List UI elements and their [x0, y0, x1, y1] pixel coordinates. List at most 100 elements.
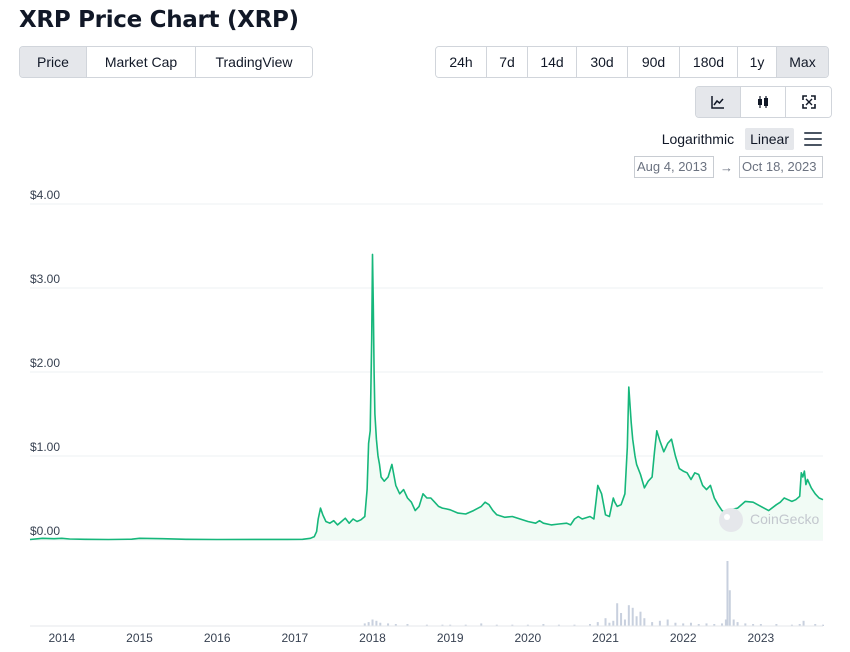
volume-bar [728, 590, 731, 626]
volume-bar [371, 619, 374, 626]
volume-bar [822, 624, 824, 626]
volume-bar [798, 624, 801, 626]
volume-bar [639, 611, 642, 626]
range-max[interactable]: Max [777, 47, 828, 77]
volume-bar [732, 619, 735, 626]
volume-bar [802, 620, 805, 626]
volume-bar [790, 624, 793, 626]
volume-bar [616, 603, 619, 626]
volume-bar [441, 624, 444, 626]
volume-bar [631, 607, 634, 626]
volume-bar [526, 624, 529, 626]
volume-bar [379, 622, 382, 626]
time-range-selector: 24h 7d 14d 30d 90d 180d 1y Max [435, 46, 829, 78]
price-area [30, 254, 823, 540]
volume-bar [363, 623, 366, 626]
line-chart-button[interactable] [696, 87, 741, 117]
volume-bar [658, 620, 661, 626]
y-tick-label: $2.00 [30, 356, 60, 370]
x-tick-label: 2016 [204, 631, 231, 645]
volume-bar [736, 622, 739, 626]
volume-bar [542, 624, 545, 626]
x-tick-label: 2018 [359, 631, 386, 645]
price-line [29, 253, 824, 541]
x-tick-label: 2020 [515, 631, 542, 645]
arrow-right-icon: → [720, 159, 733, 175]
fullscreen-icon [801, 95, 816, 109]
volume-bar [449, 624, 452, 626]
volume-bar [495, 624, 498, 626]
x-tick-label: 2014 [48, 631, 75, 645]
chart-tabs: Price Market Cap TradingView [19, 46, 313, 78]
y-tick-label: $3.00 [30, 272, 60, 286]
volume-bar [557, 624, 560, 626]
range-24h[interactable]: 24h [436, 47, 487, 77]
volume-bar [635, 616, 638, 626]
x-tick-label: 2023 [748, 631, 775, 645]
watermark-text: CoinGecko [750, 511, 819, 527]
volume-bar [464, 624, 467, 626]
volume-bar [651, 622, 654, 626]
fullscreen-button[interactable] [786, 87, 831, 117]
range-1y[interactable]: 1y [738, 47, 777, 77]
candlestick-icon [758, 96, 768, 108]
volume-bar [367, 622, 370, 626]
volume-bar [596, 622, 599, 626]
volume-bar [759, 624, 762, 626]
volume-bar [682, 623, 685, 626]
volume-bar [689, 622, 692, 626]
volume-bar [573, 624, 576, 626]
volume-bar [674, 622, 677, 626]
tab-tradingview[interactable]: TradingView [196, 47, 312, 77]
tab-price[interactable]: Price [20, 47, 87, 77]
volume-bar [604, 618, 607, 626]
x-axis-labels: 2014 2015 2016 2017 2018 2019 2020 2021 2022 2023 [48, 631, 774, 645]
volume-bar [406, 624, 409, 626]
volume-bar [666, 619, 669, 626]
volume-bar [721, 623, 724, 626]
volume-bars [30, 561, 824, 627]
volume-bar [612, 620, 615, 626]
x-tick-label: 2015 [126, 631, 153, 645]
y-tick-label: $1.00 [30, 440, 60, 454]
x-tick-label: 2021 [592, 631, 619, 645]
x-tick-label: 2019 [437, 631, 464, 645]
volume-bar [744, 623, 747, 626]
price-chart: $0.00 $1.00 $2.00 $3.00 $4.00 CoinGecko 2014… [29, 190, 824, 645]
tab-market-cap[interactable]: Market Cap [87, 47, 196, 77]
logarithmic-option[interactable]: Logarithmic [661, 131, 735, 147]
range-180d[interactable]: 180d [680, 47, 738, 77]
volume-bar [752, 624, 755, 626]
volume-bar [620, 613, 623, 626]
range-7d[interactable]: 7d [487, 47, 528, 77]
volume-bar [511, 624, 514, 626]
date-from-input[interactable] [634, 156, 714, 178]
volume-bar [705, 623, 708, 626]
range-30d[interactable]: 30d [577, 47, 628, 77]
range-14d[interactable]: 14d [528, 47, 577, 77]
volume-bar [387, 623, 390, 626]
volume-bar [627, 605, 630, 626]
volume-bar [726, 561, 729, 626]
volume-bar [713, 624, 716, 626]
volume-bar [608, 622, 611, 626]
date-range: → [634, 156, 823, 178]
y-axis-labels: $0.00 $1.00 $2.00 $3.00 $4.00 [30, 190, 60, 538]
range-90d[interactable]: 90d [628, 47, 680, 77]
candlestick-button[interactable] [741, 87, 786, 117]
volume-bar [394, 624, 397, 626]
scale-toggle: Logarithmic Linear [657, 128, 822, 150]
chart-type-selector [695, 86, 832, 118]
y-tick-label: $0.00 [30, 524, 60, 538]
hamburger-menu-icon[interactable] [804, 132, 822, 146]
x-tick-label: 2017 [281, 631, 308, 645]
volume-bar [480, 623, 483, 626]
y-tick-label: $4.00 [30, 190, 60, 202]
volume-bar [724, 619, 727, 626]
date-to-input[interactable] [739, 156, 823, 178]
volume-bar [623, 619, 626, 626]
coingecko-watermark: CoinGecko [719, 508, 819, 532]
volume-bar [643, 618, 646, 626]
linear-option[interactable]: Linear [745, 128, 794, 150]
volume-bar [425, 624, 428, 626]
